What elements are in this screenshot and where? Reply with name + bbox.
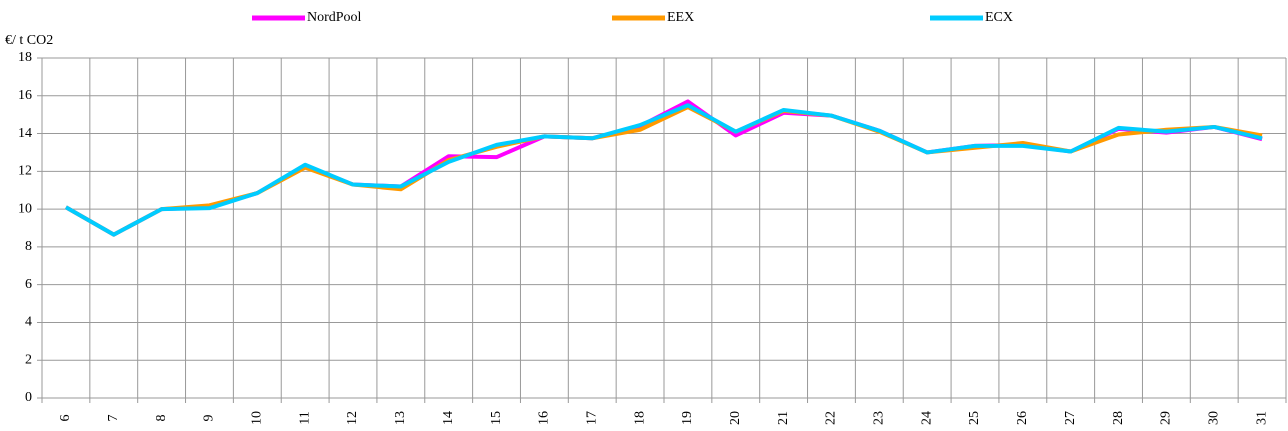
y-axis-label: €/ t CO2 bbox=[5, 33, 53, 48]
legend-label: ECX bbox=[985, 10, 1013, 25]
x-tick-label: 27 bbox=[1063, 411, 1078, 425]
x-tick-label: 31 bbox=[1254, 411, 1269, 425]
x-tick-label: 18 bbox=[632, 411, 647, 425]
x-tick-label: 21 bbox=[776, 411, 791, 425]
y-tick-label: 0 bbox=[25, 390, 32, 405]
x-tick-label: 28 bbox=[1111, 411, 1126, 425]
y-tick-label: 4 bbox=[25, 315, 32, 330]
y-tick-label: 6 bbox=[25, 277, 32, 292]
x-tick-label: 8 bbox=[154, 415, 169, 422]
x-tick-label: 7 bbox=[106, 415, 121, 422]
x-tick-label: 13 bbox=[393, 411, 408, 425]
legend-label: NordPool bbox=[307, 10, 362, 25]
x-tick-label: 24 bbox=[919, 411, 934, 425]
y-tick-label: 8 bbox=[25, 239, 32, 254]
x-tick-label: 9 bbox=[202, 415, 217, 422]
y-tick-label: 18 bbox=[18, 50, 32, 65]
y-tick-label: 12 bbox=[18, 164, 32, 179]
x-tick-label: 11 bbox=[297, 411, 312, 424]
x-tick-label: 10 bbox=[250, 411, 265, 425]
x-tick-label: 23 bbox=[872, 411, 887, 425]
x-tick-label: 12 bbox=[345, 411, 360, 425]
x-tick-label: 14 bbox=[441, 411, 456, 425]
y-tick-label: 2 bbox=[25, 352, 32, 367]
x-tick-label: 16 bbox=[537, 411, 552, 425]
x-tick-label: 30 bbox=[1206, 411, 1221, 425]
y-tick-label: 14 bbox=[18, 126, 32, 141]
y-tick-label: 16 bbox=[18, 88, 32, 103]
x-tick-label: 6 bbox=[58, 415, 73, 422]
legend-label: EEX bbox=[667, 10, 694, 25]
series-line bbox=[64, 103, 1263, 237]
x-tick-label: 26 bbox=[1015, 411, 1030, 425]
x-tick-label: 22 bbox=[824, 411, 839, 425]
x-tick-label: 17 bbox=[584, 411, 599, 425]
x-tick-label: 25 bbox=[967, 411, 982, 425]
x-tick-label: 19 bbox=[680, 411, 695, 425]
x-tick-label: 20 bbox=[728, 411, 743, 425]
x-tick-label: 15 bbox=[489, 411, 504, 425]
x-tick-label: 29 bbox=[1159, 411, 1174, 425]
y-tick-label: 10 bbox=[18, 201, 32, 216]
